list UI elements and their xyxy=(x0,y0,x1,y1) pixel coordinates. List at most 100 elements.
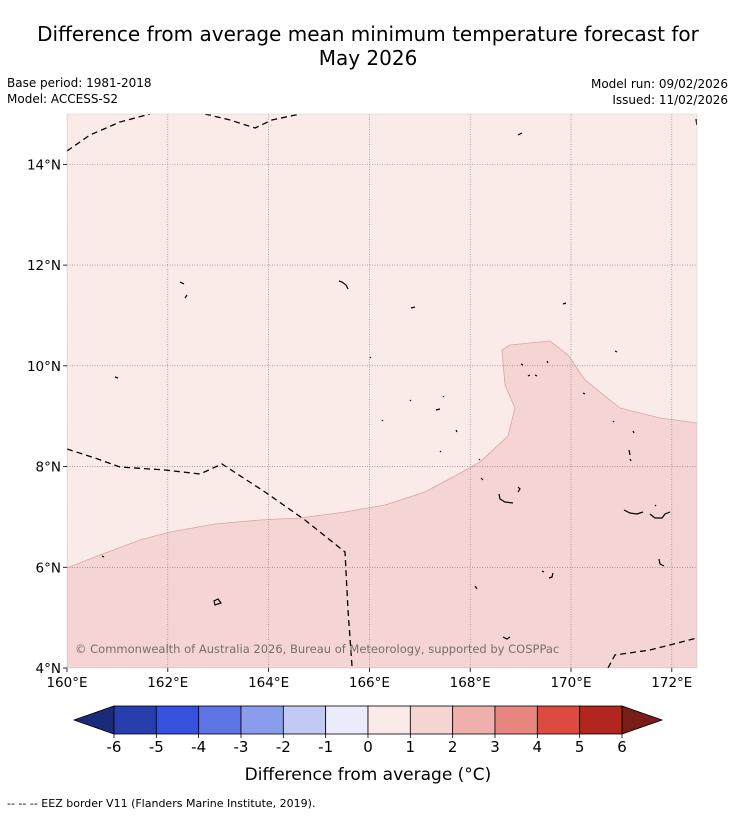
model-run: Model run: 09/02/2026 xyxy=(590,77,728,91)
island-outline xyxy=(623,509,644,515)
island-outline xyxy=(369,356,372,359)
y-tick-label: 12°N xyxy=(27,258,61,274)
colorbar-swatch xyxy=(367,705,411,735)
island-outline xyxy=(582,392,586,395)
island-outline xyxy=(480,477,484,481)
colorbar-tick-label: -4 xyxy=(191,738,206,756)
y-tick-label: 6°N xyxy=(36,560,61,576)
island-outline xyxy=(517,132,523,136)
island-outline xyxy=(517,486,521,493)
y-tick-label: 14°N xyxy=(27,157,61,173)
colorbar-swatch xyxy=(579,705,623,735)
x-tick-label: 172°E xyxy=(651,675,692,691)
island-outline xyxy=(632,430,635,434)
y-tick-label: 10°N xyxy=(27,359,61,375)
island-outline xyxy=(184,294,188,299)
island-outline xyxy=(455,429,458,433)
meta-right: Model run: 09/02/2026 Issued: 11/02/2026 xyxy=(591,76,728,108)
colorbar-tick-label: -3 xyxy=(234,738,249,756)
colorbar-swatch xyxy=(536,705,581,735)
island-outline xyxy=(628,449,632,462)
x-tick-label: 168°E xyxy=(450,675,491,691)
x-tick-label: 160°E xyxy=(46,675,87,691)
island-outline xyxy=(502,636,511,640)
gridlines xyxy=(67,114,697,668)
islands xyxy=(101,132,671,640)
x-tick-label: 164°E xyxy=(248,675,289,691)
island-outline xyxy=(546,360,549,364)
colorbar-tick-label: 3 xyxy=(490,738,500,756)
map-area: © Commonwealth of Australia 2026, Bureau… xyxy=(27,113,698,691)
y-tick-label: 8°N xyxy=(36,460,61,476)
anomaly-zone-boundary xyxy=(67,340,697,569)
colorbar-swatch xyxy=(494,705,538,735)
colorbar-tick-label: 4 xyxy=(533,738,543,756)
colorbar-swatch xyxy=(198,705,242,735)
colorbar-extend-high xyxy=(621,705,664,735)
colorbar-tick-label: -1 xyxy=(318,738,333,756)
colorbar-tick-label: -6 xyxy=(107,738,122,756)
eez-borders xyxy=(67,114,697,668)
island-outline xyxy=(439,450,442,453)
colorbar-tick-label: -5 xyxy=(149,738,164,756)
island-outline xyxy=(541,570,545,573)
island-outline xyxy=(381,419,384,422)
colorbar-extend-low xyxy=(72,705,115,735)
island-outline xyxy=(548,572,554,579)
colorbar-swatch xyxy=(325,705,369,735)
eez-border-north xyxy=(67,114,151,152)
base-period: Base period: 1981-2018 xyxy=(7,76,152,90)
colorbar-swatch xyxy=(155,705,200,735)
island-outline xyxy=(101,555,105,558)
eez-border-north-2 xyxy=(204,114,301,129)
colorbar-tick-label: -2 xyxy=(276,738,291,756)
island-outline xyxy=(409,399,412,402)
colorbar-swatch xyxy=(113,705,157,735)
x-tick-label: 170°E xyxy=(550,675,591,691)
island-outline xyxy=(435,408,441,411)
map-frame xyxy=(66,113,698,669)
island-outline xyxy=(658,558,665,567)
colorbar: -6 -5 -4 -3 -2 -1 0 1 2 3 4 5 6 xyxy=(72,705,664,756)
x-tick-label: 162°E xyxy=(147,675,188,691)
colorbar-tick-label: 0 xyxy=(363,738,373,756)
island-outline xyxy=(478,458,481,461)
island-outline xyxy=(520,363,524,366)
island-outline xyxy=(179,281,185,285)
island-outline xyxy=(410,306,416,309)
island-outline xyxy=(612,420,615,423)
colorbar-swatch xyxy=(409,705,454,735)
axis-ticks: 160°E 162°E 164°E 166°E 168°E 170°E 172°E 4°N 6°… xyxy=(27,157,692,691)
island-outline xyxy=(654,504,657,507)
island-outline xyxy=(474,585,478,590)
meta-left: Base period: 1981-2018 Model: ACCESS-S2 xyxy=(7,75,152,107)
island-outline xyxy=(562,302,567,305)
model-name: Model: ACCESS-S2 xyxy=(7,92,119,106)
colorbar-swatch xyxy=(282,705,327,735)
x-tick-label: 166°E xyxy=(349,675,390,691)
chart-title: Difference from average mean minimum tem… xyxy=(0,22,736,70)
colorbar-swatch xyxy=(452,705,496,735)
island-outline xyxy=(614,350,618,353)
title-line-1: Difference from average mean minimum tem… xyxy=(37,22,699,46)
island-outline xyxy=(649,511,671,519)
colorbar-label: Difference from average (°C) xyxy=(245,765,492,785)
colorbar-tick-label: 2 xyxy=(448,738,458,756)
island-outline xyxy=(338,280,349,290)
eez-border-southeast xyxy=(607,637,697,668)
island-outline xyxy=(527,374,538,377)
eez-border-west xyxy=(67,448,353,667)
island-outline xyxy=(442,395,445,398)
copyright-text: © Commonwealth of Australia 2026, Bureau… xyxy=(75,642,559,656)
colorbar-tick-label: 6 xyxy=(617,738,627,756)
island-outline xyxy=(498,493,514,504)
island-outline xyxy=(213,598,222,606)
title-line-2: May 2026 xyxy=(318,46,418,70)
colorbar-tick-label: 5 xyxy=(575,738,585,756)
issued-date: Issued: 11/02/2026 xyxy=(612,93,728,107)
colorbar-tick-label: 1 xyxy=(406,738,416,756)
y-tick-label: 4°N xyxy=(36,661,61,677)
island-outline xyxy=(114,376,119,379)
eez-footnote: -- -- -- EEZ border V11 (Flanders Marine… xyxy=(7,797,316,810)
